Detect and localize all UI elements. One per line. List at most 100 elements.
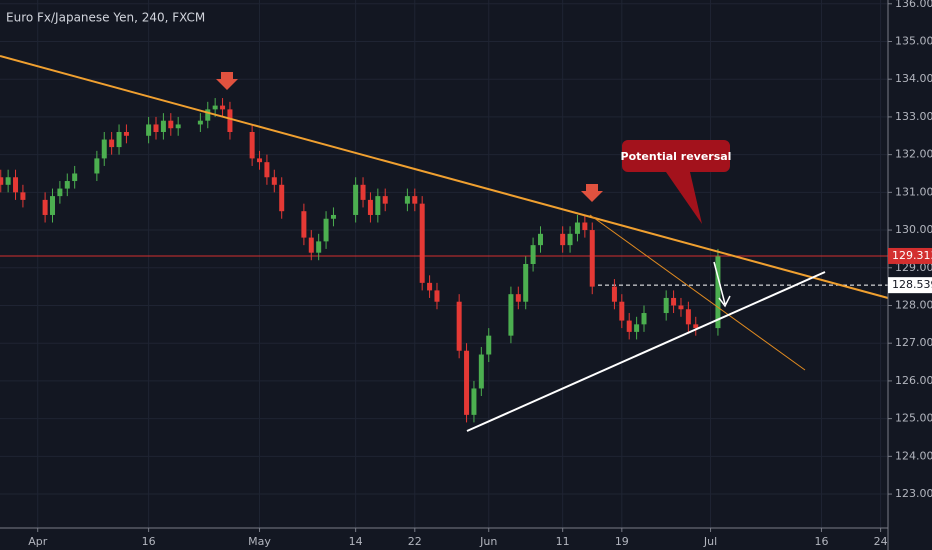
candle-body	[64, 181, 70, 189]
x-tick-label: 14	[349, 535, 363, 548]
candle-body	[323, 218, 329, 242]
x-tick-label: 16	[142, 535, 156, 548]
candle-body	[220, 105, 226, 110]
candle-body	[367, 199, 373, 215]
y-tick-label: 130.000	[895, 223, 932, 236]
candle-body	[574, 222, 580, 234]
candle-body	[641, 313, 647, 325]
y-tick-label: 128.000	[895, 298, 932, 311]
candle-body	[471, 388, 477, 415]
y-tick-label: 123.000	[895, 487, 932, 500]
candle-body	[693, 324, 699, 329]
candle-body	[271, 177, 277, 185]
candle-body	[515, 294, 521, 302]
y-tick-label: 132.000	[895, 148, 932, 161]
candle-body	[146, 124, 152, 136]
candle-body	[715, 256, 721, 329]
y-tick-label: 134.000	[895, 72, 932, 85]
callout-box	[622, 140, 730, 224]
candle-body	[360, 184, 366, 200]
candle-body	[279, 184, 285, 212]
candle-body	[375, 196, 381, 215]
candle-body	[249, 132, 255, 159]
x-tick-label: 22	[408, 535, 422, 548]
candle-body	[456, 301, 462, 351]
candle-body	[109, 139, 115, 148]
candle-body	[353, 184, 359, 215]
candle-body	[153, 124, 159, 132]
candle-body	[205, 109, 211, 121]
x-tick-label: Jul	[703, 535, 717, 548]
candle-body	[404, 196, 410, 204]
candle-body	[116, 132, 122, 148]
y-tick-label: 136.000	[895, 0, 932, 10]
candle-body	[0, 177, 4, 185]
candle-body	[678, 305, 684, 310]
callout-text: Potential reversal	[621, 150, 732, 163]
x-tick-label: May	[248, 535, 271, 548]
candle-body	[508, 294, 514, 336]
marker-price-box	[888, 277, 932, 294]
candle-body	[168, 120, 174, 129]
projection-arrow	[713, 261, 731, 308]
candle-body	[257, 158, 263, 163]
candle-body	[671, 297, 677, 306]
minor-trendline	[589, 214, 806, 371]
chart-title: Euro Fx/Japanese Yen, 240, FXCM	[6, 11, 205, 25]
candle-body	[685, 309, 691, 325]
candle-body	[264, 162, 270, 178]
candle-body	[20, 192, 26, 200]
candle-body	[478, 354, 484, 389]
y-tick-label: 125.000	[895, 412, 932, 425]
candle-body	[72, 173, 78, 182]
candle-body	[537, 233, 543, 246]
candle-body	[619, 301, 625, 321]
candle-body	[419, 203, 425, 283]
resistance-trendline	[0, 55, 889, 299]
candle-body	[5, 177, 11, 185]
candle-body	[589, 230, 595, 287]
marker-price-label: 128.539	[892, 278, 932, 291]
candle-body	[560, 233, 566, 246]
candle-body	[663, 297, 669, 314]
candle-body	[57, 188, 63, 197]
x-tick-label: 19	[615, 535, 629, 548]
x-tick-label: 11	[556, 535, 570, 548]
x-tick-label: 24	[874, 535, 888, 548]
candle-body	[634, 324, 640, 332]
y-tick-label: 131.000	[895, 185, 932, 198]
marker-arrow	[581, 184, 603, 202]
x-tick-label: Apr	[28, 535, 48, 548]
candle-body	[330, 214, 336, 219]
candle-body	[94, 158, 100, 174]
candle-body	[626, 320, 632, 332]
x-tick-label: Jun	[479, 535, 497, 548]
candle-body	[530, 245, 536, 264]
candle-body	[42, 199, 48, 215]
candle-body	[567, 233, 573, 246]
candle-body	[382, 196, 388, 204]
candle-body	[523, 264, 529, 302]
y-tick-label: 133.000	[895, 110, 932, 123]
y-tick-label: 135.000	[895, 34, 932, 47]
last-price-box	[888, 247, 932, 264]
support-trendline	[466, 271, 826, 432]
candle-body	[427, 282, 433, 291]
candle-body	[175, 124, 181, 129]
candle-body	[308, 237, 314, 253]
candle-body	[101, 139, 107, 159]
candle-body	[611, 286, 617, 302]
candle-body	[464, 350, 470, 415]
candle-body	[412, 196, 418, 204]
candle-body	[301, 211, 307, 238]
y-tick-label: 129.000	[895, 261, 932, 274]
last-price-label: 129.313	[892, 249, 932, 262]
candle-body	[160, 120, 166, 132]
candle-body	[197, 120, 203, 125]
candle-body	[123, 132, 129, 136]
candle-body	[582, 222, 588, 231]
candle-body	[227, 109, 233, 132]
y-tick-label: 127.000	[895, 336, 932, 349]
